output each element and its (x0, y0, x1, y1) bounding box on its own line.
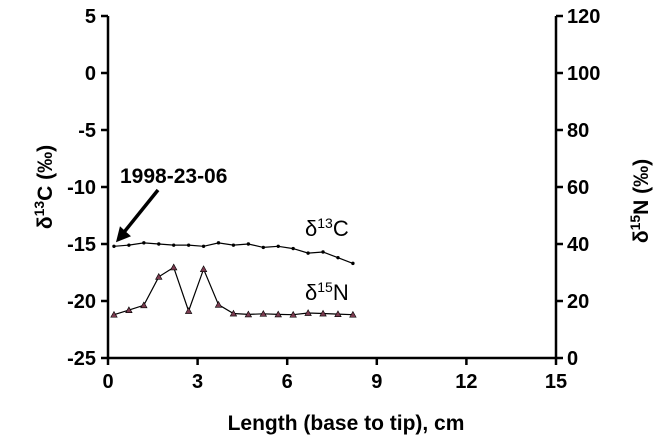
data-point-circle (142, 241, 146, 245)
data-point-circle (231, 243, 236, 247)
data-point-triangle (214, 300, 223, 308)
axes (101, 14, 563, 365)
data-point-circle (127, 243, 131, 247)
label-rest: N (333, 280, 349, 305)
data-point-triangle (199, 265, 208, 272)
y-right-tick-label: 20 (567, 291, 589, 313)
y-left-tick-label: -10 (67, 177, 96, 199)
data-point-circle (112, 244, 116, 248)
y-right-tick-label: 0 (567, 348, 578, 370)
data-point-triangle (155, 272, 163, 280)
label-rest: N (‰) (630, 159, 653, 215)
label-delta: δ (305, 280, 317, 305)
data-point-triangle (184, 307, 193, 314)
data-point-circle (201, 244, 206, 248)
label-delta: δ (630, 230, 653, 243)
data-point-triangle (319, 309, 327, 317)
y-right-tick-label: 100 (567, 63, 600, 85)
data-point-circle (261, 245, 266, 250)
label-superscript: 15 (627, 215, 643, 231)
label-delta: δ (305, 216, 317, 241)
label-rest: C (‰) (34, 145, 57, 201)
series-label-d13c: δ13C (305, 215, 349, 241)
y-left-tick-label: 0 (85, 63, 96, 85)
y-left-tick-label: -20 (67, 291, 96, 313)
y-left-tick-label: 5 (85, 6, 96, 28)
data-point-triangle (125, 306, 133, 313)
data-point-triangle (289, 310, 297, 318)
data-point-triangle (259, 310, 268, 317)
data-point-triangle (229, 309, 238, 317)
data-point-circle (216, 241, 221, 245)
x-tick-label: 0 (102, 371, 113, 393)
y-left-tick-label: -5 (78, 120, 96, 142)
y-left-tick-label: -15 (67, 234, 96, 256)
y-right-tick-label: 120 (567, 6, 600, 28)
x-tick-label: 12 (455, 371, 477, 393)
data-point-triangle (110, 310, 118, 318)
label-delta: δ (34, 216, 57, 229)
x-tick-label: 15 (545, 371, 567, 393)
data-point-circle (306, 251, 310, 255)
label-superscript: 15 (317, 279, 333, 295)
x-tick-label: 3 (192, 371, 203, 393)
x-axis-title: Length (base to tip), cm (228, 412, 465, 435)
annotation-date: 1998-23-06 (120, 165, 227, 188)
data-point-triangle (140, 301, 148, 309)
y-left-tick-label: -25 (67, 348, 96, 370)
data-point-triangle (334, 310, 342, 317)
label-superscript: 13 (317, 215, 333, 231)
data-point-triangle (244, 310, 253, 318)
x-tick-label: 6 (282, 371, 293, 393)
label-superscript: 13 (31, 201, 47, 217)
data-point-circle (321, 250, 325, 254)
data-point-triangle (169, 263, 178, 271)
data-point-triangle (274, 310, 282, 318)
y-right-tick-label: 40 (567, 234, 589, 256)
data-point-circle (291, 246, 295, 251)
y-right-tick-label: 80 (567, 120, 589, 142)
y-axis-left-title: δ13C (‰) (31, 145, 57, 229)
data-point-circle (336, 255, 340, 260)
x-tick-label: 9 (371, 371, 382, 393)
annotation-arrow-head (115, 226, 131, 243)
data-point-circle (172, 243, 176, 247)
data-point-circle (157, 242, 161, 246)
label-rest: C (333, 216, 349, 241)
y-axis-right-title: δ15N (‰) (627, 159, 653, 243)
chart-labels: 0 3 6 9 12 15 5 0 -5 -10 -15 -20 -25 120 100 80 60 40 20 0 L… (31, 6, 653, 435)
data-point-triangle (349, 310, 357, 318)
data-point-circle (276, 244, 280, 248)
data-point-circle (186, 243, 191, 247)
data-point-circle (351, 261, 355, 266)
series-label-d15n: δ15N (305, 279, 349, 305)
chart-marks (110, 188, 357, 318)
y-right-tick-label: 60 (567, 177, 589, 199)
annotation-arrow-shaft (122, 188, 160, 234)
data-point-circle (246, 242, 251, 246)
data-point-triangle (304, 309, 312, 316)
